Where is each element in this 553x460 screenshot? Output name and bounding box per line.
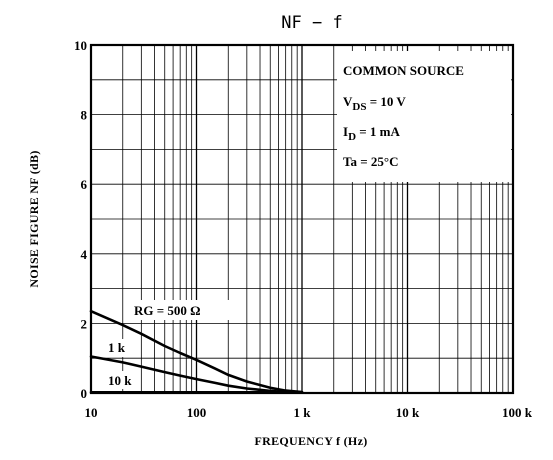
x-tick-label: 1 k <box>294 405 312 420</box>
conditions-box <box>337 51 511 182</box>
x-tick-label: 100 k <box>502 405 533 420</box>
y-tick-label: 8 <box>81 108 88 123</box>
x-tick-label: 10 <box>85 405 98 420</box>
curve-label-1k: 1 k <box>108 340 126 355</box>
y-tick-label: 0 <box>81 386 88 401</box>
condition-vds: VDS = 10 V <box>343 94 406 113</box>
condition-ta: Ta = 25°C <box>343 154 398 169</box>
x-tick-label: 100 <box>187 405 207 420</box>
curve-series-0 <box>89 309 304 394</box>
curve-label-10k: 10 k <box>108 373 132 388</box>
label-bg-rg-500 <box>128 300 230 320</box>
curve-label-rg-500: RG = 500 Ω <box>134 303 201 318</box>
label-bg-1k <box>104 339 134 357</box>
condition-common-source: COMMON SOURCE <box>343 63 464 78</box>
x-tick-labels: 10 100 1 k 10 k 100 k <box>85 405 533 420</box>
y-tick-label: 6 <box>81 177 88 192</box>
condition-id: ID = 1 mA <box>343 124 401 143</box>
x-tick-label: 10 k <box>396 405 420 420</box>
y-axis-label: NOISE FIGURE NF (dB) <box>27 150 41 287</box>
y-tick-label: 4 <box>81 247 88 262</box>
chart-title: NF − f <box>281 13 342 33</box>
curves <box>89 309 304 394</box>
y-tick-label: 2 <box>81 316 88 331</box>
label-bg-10k <box>104 371 140 389</box>
x-axis-label: FREQUENCY f (Hz) <box>254 434 367 448</box>
y-tick-label: 10 <box>74 38 87 53</box>
y-tick-labels: 0 2 4 6 8 10 <box>74 38 88 401</box>
